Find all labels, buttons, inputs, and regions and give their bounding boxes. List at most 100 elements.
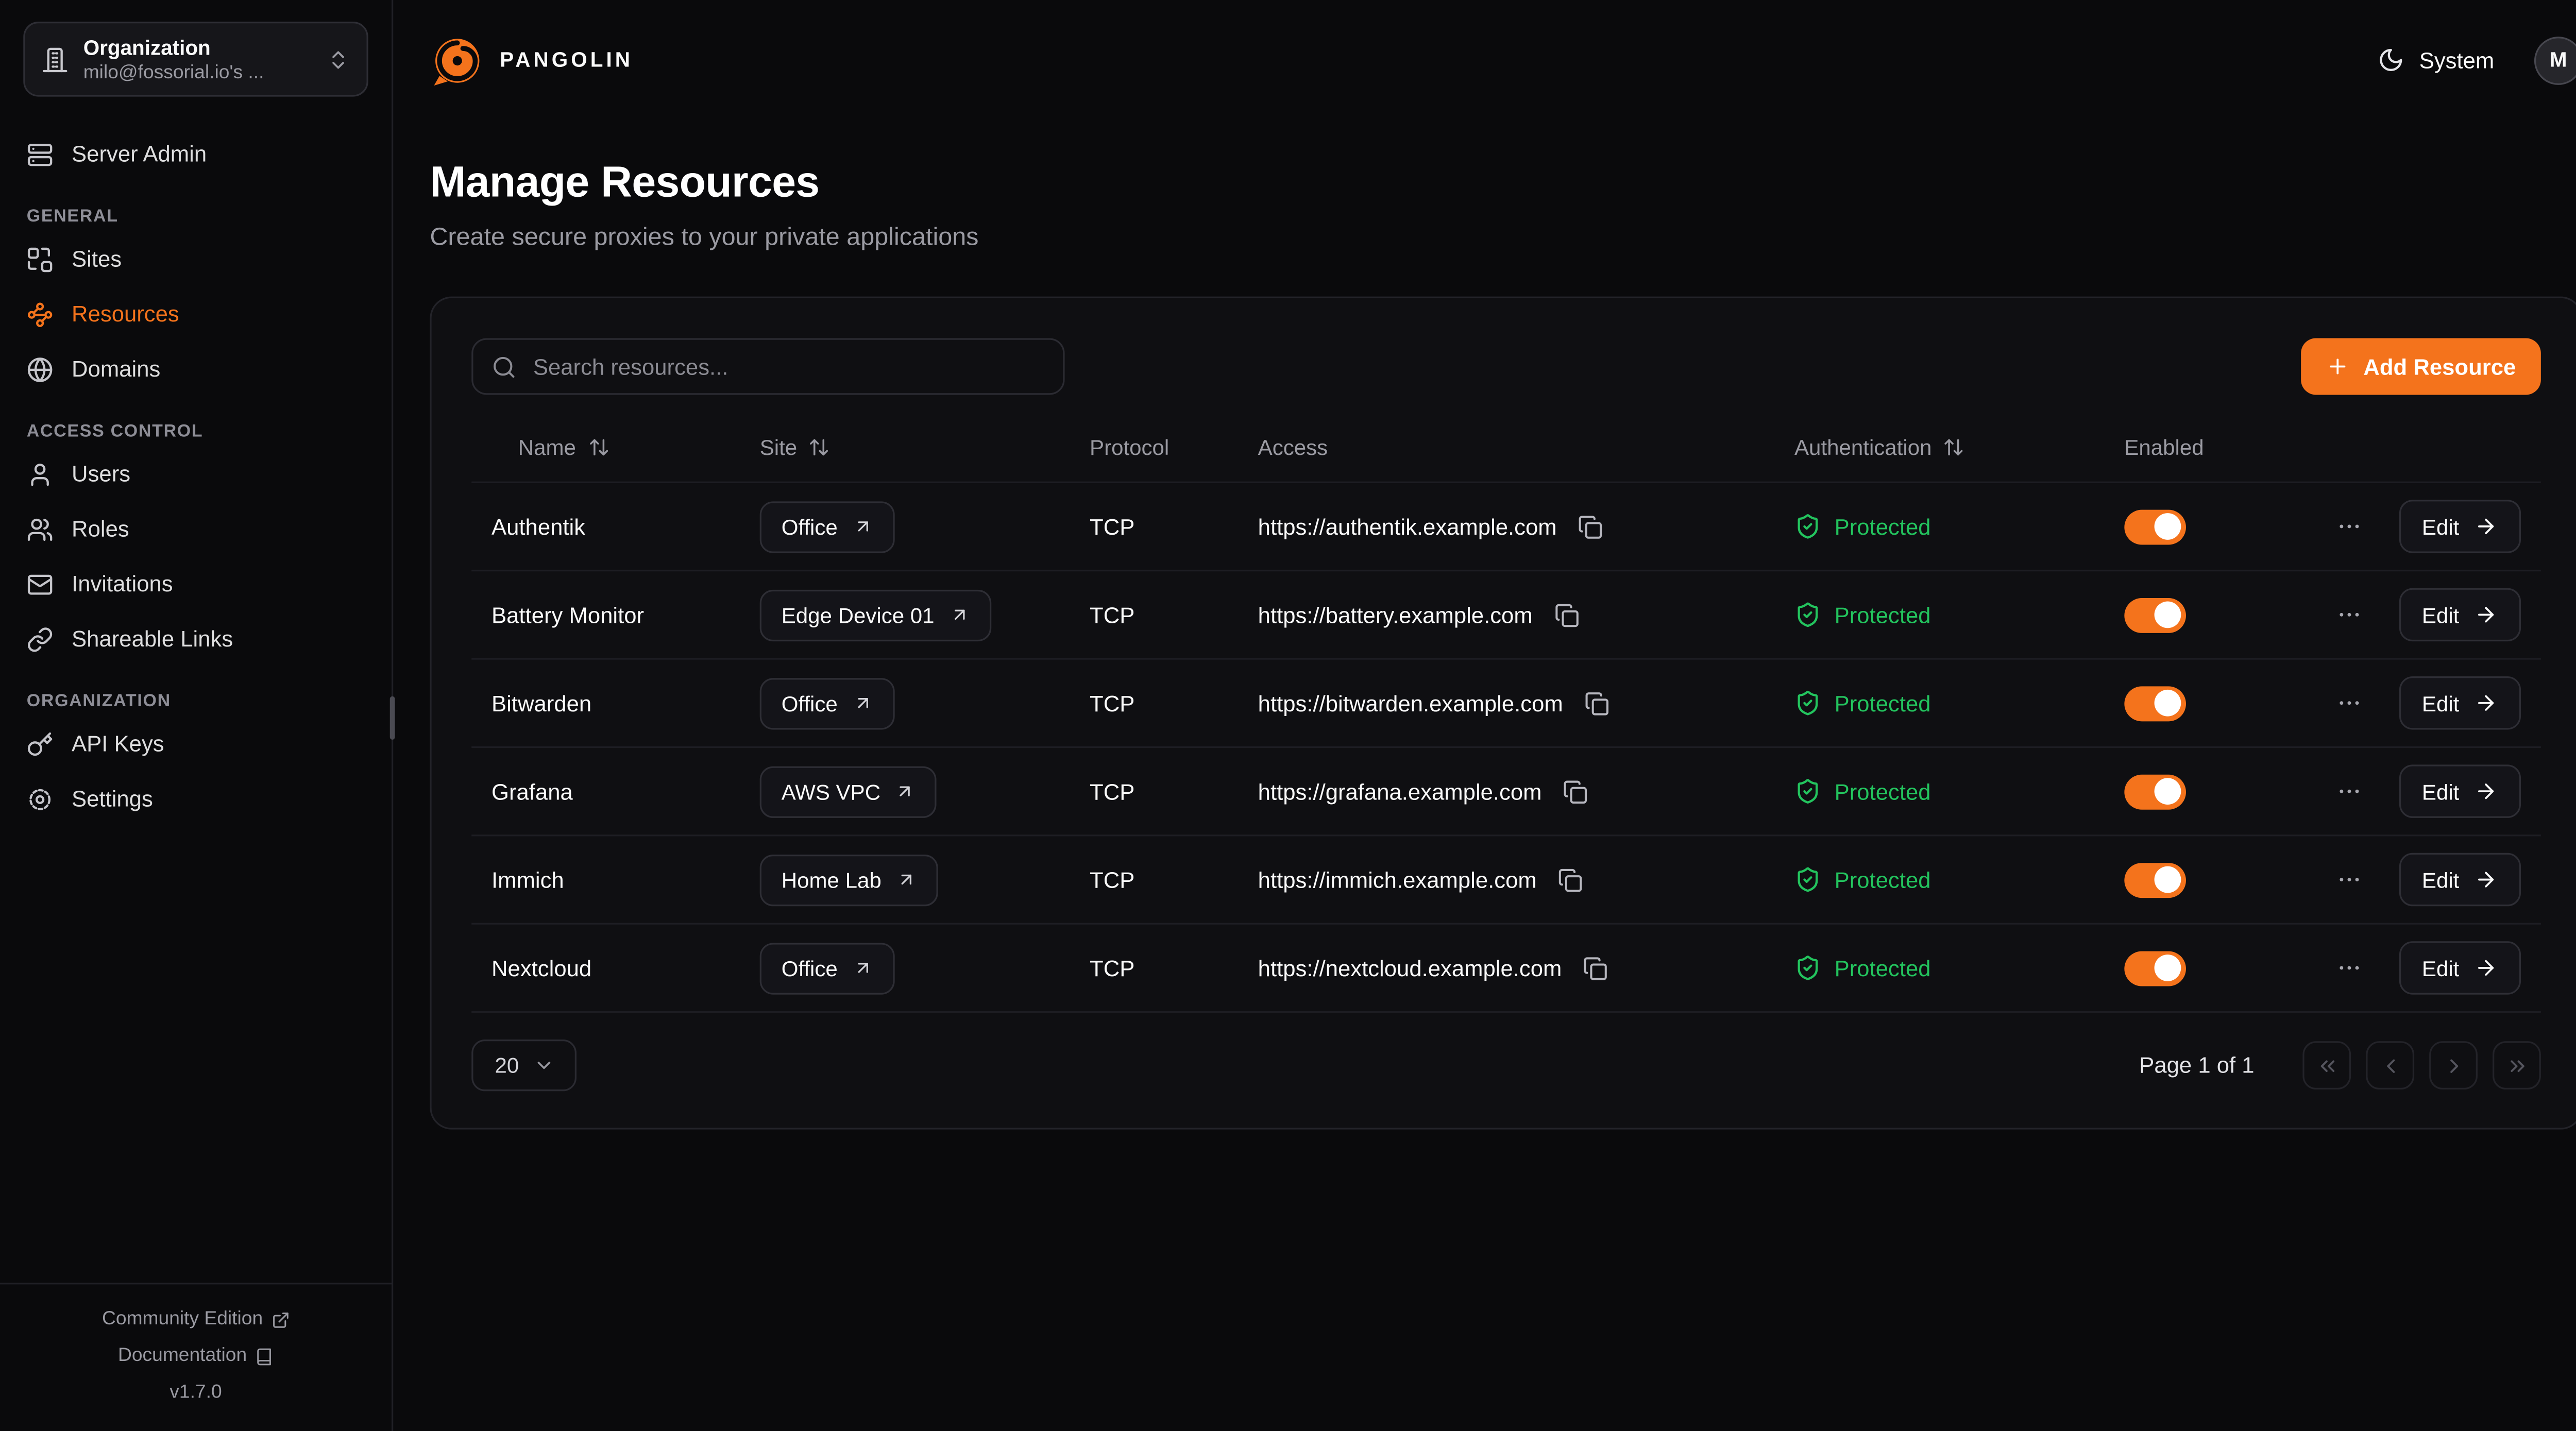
site-link-button[interactable]: Edge Device 01 bbox=[759, 589, 991, 641]
site-name: Office bbox=[781, 690, 838, 716]
page-title: Manage Resources bbox=[430, 156, 820, 207]
row-menu-button[interactable] bbox=[2332, 775, 2365, 808]
column-header-authentication[interactable]: Authentication bbox=[1774, 434, 2104, 459]
search-input[interactable] bbox=[530, 352, 1045, 381]
copy-url-button[interactable] bbox=[1580, 952, 1612, 983]
ellipsis-icon bbox=[2339, 701, 2359, 705]
access-url: https://authentik.example.com bbox=[1258, 514, 1557, 539]
arrow-right-icon bbox=[2478, 695, 2494, 711]
sidebar-item-settings[interactable]: Settings bbox=[27, 771, 365, 826]
row-menu-button[interactable] bbox=[2332, 510, 2365, 543]
sidebar-item-shareable-links[interactable]: Shareable Links bbox=[27, 611, 365, 667]
enabled-toggle[interactable] bbox=[2124, 508, 2187, 544]
community-edition-link[interactable]: Community Edition bbox=[102, 1301, 290, 1338]
sidebar-nav: Server Admin GENERAL Sites Resources bbox=[0, 107, 392, 826]
previous-page-button[interactable] bbox=[2366, 1041, 2415, 1090]
copy-url-button[interactable] bbox=[1581, 687, 1613, 719]
edit-label: Edit bbox=[2421, 955, 2460, 981]
theme-toggle[interactable]: System bbox=[2378, 47, 2494, 74]
site-link-button[interactable]: Office bbox=[759, 500, 894, 553]
main-content: PANGOLIN System M Manage Resources Creat… bbox=[393, 0, 2576, 1431]
copy-url-button[interactable] bbox=[1560, 775, 1591, 807]
edit-button[interactable]: Edit bbox=[2398, 588, 2521, 642]
add-resource-label: Add Resource bbox=[2363, 354, 2516, 379]
column-header-name[interactable]: Name bbox=[471, 434, 740, 459]
edit-label: Edit bbox=[2421, 514, 2460, 539]
protocol-value: TCP bbox=[1090, 602, 1135, 627]
plus-icon bbox=[2330, 359, 2346, 374]
row-menu-button[interactable] bbox=[2332, 863, 2365, 896]
shield-check-icon bbox=[1798, 956, 1818, 980]
auth-status-badge: Protected bbox=[1834, 514, 1931, 539]
sidebar-item-label: Domains bbox=[72, 356, 161, 382]
enabled-toggle[interactable] bbox=[2124, 774, 2187, 809]
table-row: Authentik Office TCP https://authentik.e… bbox=[471, 481, 2541, 570]
copy-icon bbox=[1579, 515, 1603, 538]
topbar: PANGOLIN System M bbox=[430, 0, 2576, 120]
resource-name: Grafana bbox=[492, 778, 573, 804]
enabled-toggle[interactable] bbox=[2124, 597, 2187, 633]
resource-name: Authentik bbox=[492, 514, 586, 539]
arrow-up-right-icon bbox=[857, 521, 868, 532]
org-subtitle: milo@fossorial.io's ... bbox=[83, 62, 264, 83]
first-page-button[interactable] bbox=[2302, 1041, 2351, 1090]
row-menu-button[interactable] bbox=[2332, 951, 2365, 985]
column-header-site[interactable]: Site bbox=[740, 434, 1070, 459]
sidebar-resize-handle[interactable] bbox=[389, 696, 395, 740]
resource-name: Nextcloud bbox=[492, 955, 592, 981]
edit-button[interactable]: Edit bbox=[2398, 941, 2521, 995]
copy-url-button[interactable] bbox=[1551, 599, 1582, 631]
sidebar-item-domains[interactable]: Domains bbox=[27, 342, 365, 397]
access-url: https://nextcloud.example.com bbox=[1258, 955, 1562, 981]
last-page-button[interactable] bbox=[2493, 1041, 2541, 1090]
arrow-up-right-icon bbox=[857, 963, 868, 973]
gear-icon bbox=[29, 788, 51, 810]
waypoints-icon bbox=[27, 301, 53, 327]
access-url: https://bitwarden.example.com bbox=[1258, 690, 1563, 716]
edit-button[interactable]: Edit bbox=[2398, 676, 2521, 730]
sidebar-item-resources[interactable]: Resources bbox=[27, 286, 365, 342]
edit-button[interactable]: Edit bbox=[2398, 500, 2521, 553]
sidebar-item-server-admin[interactable]: Server Admin bbox=[27, 127, 365, 182]
arrow-up-right-icon bbox=[900, 786, 911, 796]
page-subtitle: Create secure proxies to your private ap… bbox=[430, 223, 979, 252]
site-link-button[interactable]: Office bbox=[759, 942, 894, 994]
sidebar-item-label: Shareable Links bbox=[72, 626, 233, 652]
sidebar-item-label: API Keys bbox=[72, 731, 164, 757]
protocol-value: TCP bbox=[1090, 955, 1135, 981]
key-icon bbox=[27, 731, 53, 755]
row-menu-button[interactable] bbox=[2332, 598, 2365, 632]
add-resource-button[interactable]: Add Resource bbox=[2301, 338, 2541, 395]
resources-card: Add Resource Name Site bbox=[430, 296, 2576, 1130]
copy-url-button[interactable] bbox=[1555, 864, 1586, 895]
documentation-link[interactable]: Documentation bbox=[118, 1338, 274, 1374]
site-link-button[interactable]: AWS VPC bbox=[759, 765, 938, 817]
avatar[interactable]: M bbox=[2534, 36, 2576, 84]
site-name: Home Lab bbox=[781, 867, 882, 892]
enabled-toggle[interactable] bbox=[2124, 685, 2187, 721]
edit-button[interactable]: Edit bbox=[2398, 853, 2521, 907]
avatar-initial: M bbox=[2549, 48, 2567, 72]
org-selector[interactable]: Organization milo@fossorial.io's ... bbox=[23, 22, 368, 97]
site-name: AWS VPC bbox=[781, 778, 881, 804]
copy-url-button[interactable] bbox=[1575, 510, 1606, 542]
chevron-right-icon bbox=[2449, 1058, 2458, 1072]
sidebar-item-roles[interactable]: Roles bbox=[27, 501, 365, 556]
page-size-select[interactable]: 20 bbox=[471, 1040, 577, 1092]
row-menu-button[interactable] bbox=[2332, 686, 2365, 720]
edit-button[interactable]: Edit bbox=[2398, 764, 2521, 818]
sidebar-item-invitations[interactable]: Invitations bbox=[27, 556, 365, 611]
documentation-label: Documentation bbox=[118, 1346, 247, 1366]
sidebar-item-users[interactable]: Users bbox=[27, 447, 365, 502]
sidebar-item-label: Resources bbox=[72, 301, 179, 327]
next-page-button[interactable] bbox=[2429, 1041, 2478, 1090]
enabled-toggle[interactable] bbox=[2124, 950, 2187, 985]
site-link-button[interactable]: Office bbox=[759, 677, 894, 729]
sidebar-item-sites[interactable]: Sites bbox=[27, 232, 365, 287]
sidebar-item-api-keys[interactable]: API Keys bbox=[27, 717, 365, 772]
site-link-button[interactable]: Home Lab bbox=[759, 854, 938, 906]
chevrons-left-icon bbox=[2320, 1059, 2334, 1071]
shield-check-icon bbox=[1798, 602, 1818, 627]
enabled-toggle[interactable] bbox=[2124, 862, 2187, 897]
mail-icon bbox=[27, 574, 53, 594]
